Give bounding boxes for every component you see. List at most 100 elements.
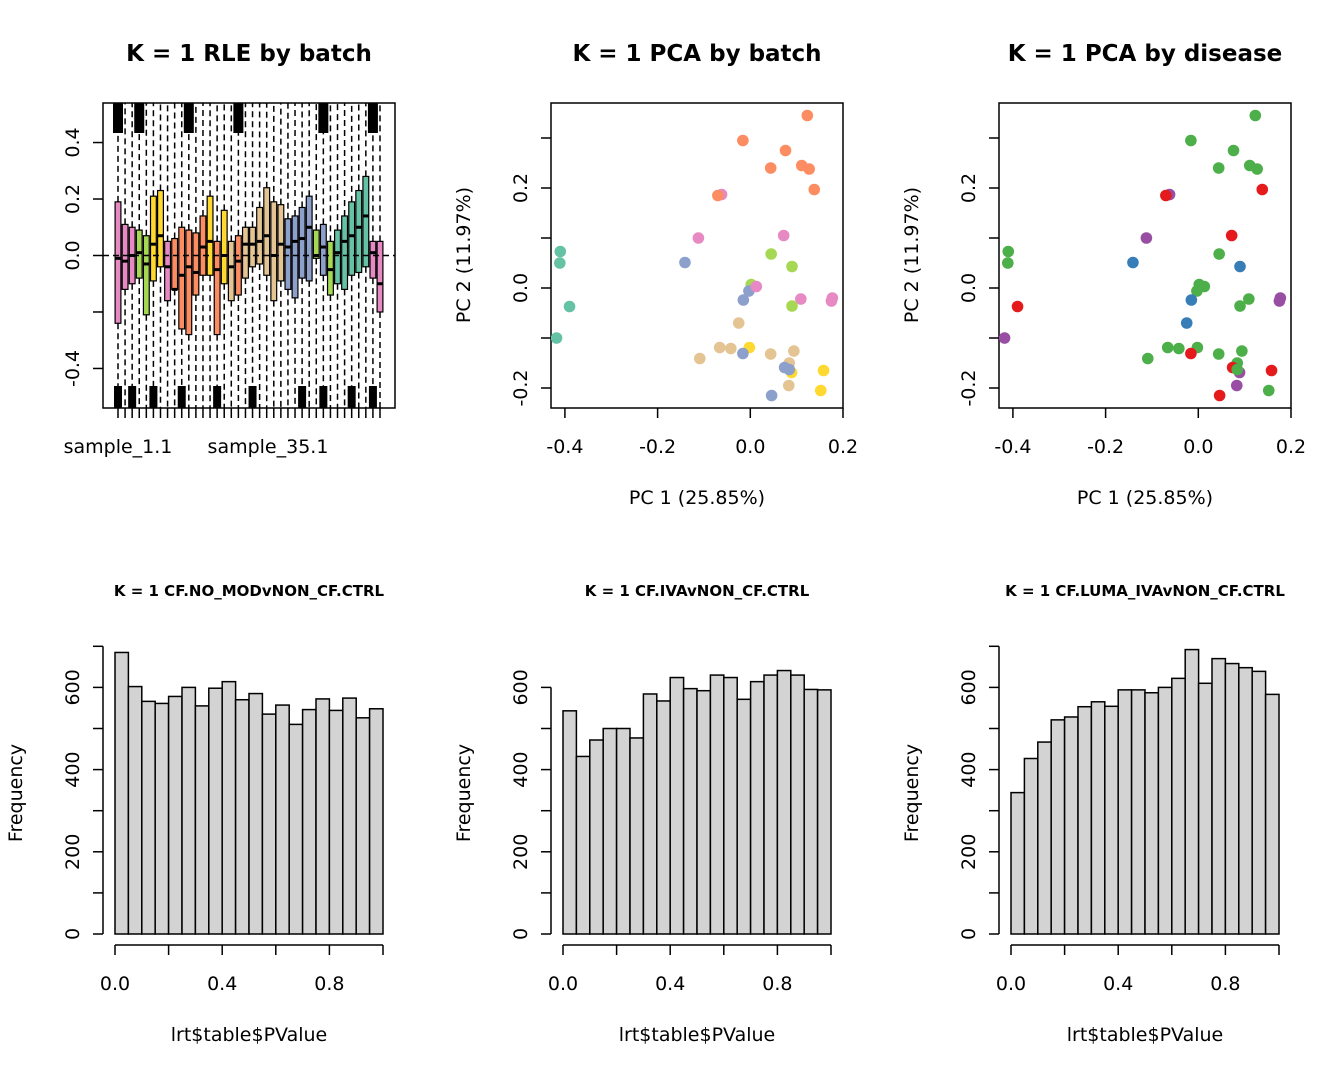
pca-batch-point xyxy=(825,295,838,307)
hist-iva-bar xyxy=(575,755,591,935)
rle-outlier-cluster-bottom xyxy=(319,386,328,408)
rle-box-body xyxy=(355,189,363,274)
rle-box-body xyxy=(256,206,264,265)
hist-iva-bar xyxy=(602,727,618,935)
pca-disease-point xyxy=(1230,379,1243,392)
pca-batch-x-tick-label: 0.2 xyxy=(828,436,858,458)
pca-batch-x-label: PC 1 (25.85%) xyxy=(629,487,765,509)
pca-disease-point xyxy=(1225,229,1238,242)
rle-boxplot-panel: K = 1 RLE by batch sample_1.1 sample_35.… xyxy=(62,41,396,458)
rle-box-body xyxy=(171,237,179,290)
rle-box-body xyxy=(149,195,157,282)
rle-box-body xyxy=(213,240,221,336)
hist-iva-bar xyxy=(816,689,832,935)
rle-box xyxy=(135,103,143,408)
hist-luma-iva-y-tick-label: 0 xyxy=(958,928,980,940)
pca-disease-point xyxy=(1160,189,1172,202)
hist-no-mod-bar xyxy=(342,697,357,935)
sample-label-second: sample_35.1 xyxy=(208,436,329,458)
sample-label-first: sample_1.1 xyxy=(64,436,173,458)
rle-box-body xyxy=(312,229,320,259)
pca-disease-point xyxy=(1127,256,1139,269)
rle-box xyxy=(149,103,157,408)
hist-iva-bar xyxy=(790,674,805,935)
pca-disease-point xyxy=(1198,280,1211,293)
hist-luma-iva-bar xyxy=(1050,719,1066,935)
hist-no-mod-y-tick-label: 0 xyxy=(62,928,84,940)
hist-luma-iva-x-label: lrt$table$PValue xyxy=(1067,1024,1223,1046)
hist-no-mod-bar xyxy=(114,651,130,935)
pca-batch-point xyxy=(765,248,777,260)
pca-disease-point xyxy=(1213,248,1225,260)
hist-luma-iva-bar xyxy=(1238,666,1253,935)
hist-luma-iva-bar xyxy=(1063,716,1079,935)
rle-box-body xyxy=(298,206,306,279)
hist-luma-iva-y-tick-label: 600 xyxy=(958,669,980,705)
pca-disease-point xyxy=(1227,144,1240,157)
hist-iva-y-tick-label: 400 xyxy=(510,751,532,787)
rle-box-body xyxy=(241,226,249,279)
hist-no-mod-bar xyxy=(194,705,210,935)
hist-luma-iva-x-tick-label: 0.4 xyxy=(1103,973,1133,995)
rle-box-body xyxy=(156,189,164,268)
pca-batch-point xyxy=(732,317,745,329)
rle-box xyxy=(376,103,384,408)
hist-luma-iva-x-tick-label: 0.8 xyxy=(1210,973,1240,995)
hist-luma-iva-bar xyxy=(1130,689,1146,935)
rle-box-body xyxy=(348,201,356,276)
pca-disease-point xyxy=(1265,364,1278,377)
hist-no-mod-y-label: Frequency xyxy=(5,744,27,842)
pca-batch-point xyxy=(713,341,726,354)
rle-box-body xyxy=(121,223,129,290)
rle-box xyxy=(305,103,313,408)
hist-iva-x-tick-label: 0.4 xyxy=(655,973,685,995)
rle-box xyxy=(277,103,285,408)
hist-iva-x-tick-label: 0.8 xyxy=(762,973,792,995)
rle-box xyxy=(263,103,271,408)
hist-iva-bar xyxy=(615,727,631,935)
pca-disease-point xyxy=(1185,134,1197,147)
pca-batch-point xyxy=(788,345,800,357)
hist-iva-bar xyxy=(723,676,738,935)
pca-batch-point xyxy=(554,257,566,269)
rle-box xyxy=(121,103,129,408)
pca-batch-point xyxy=(737,294,750,306)
hist-no-mod-title: K = 1 CF.NO_MODvNON_CF.CTRL xyxy=(114,582,385,600)
hist-no-mod-bar xyxy=(181,686,197,935)
pca-batch-y-label: PC 2 (11.97%) xyxy=(453,187,475,323)
hist-iva-x-tick-label: 0.0 xyxy=(548,973,578,995)
hist-luma-iva-bar xyxy=(1077,705,1093,935)
hist-no-mod-bar xyxy=(208,687,223,935)
pca-batch-x-tick-label: 0.0 xyxy=(735,436,765,458)
rle-outlier-cluster-bottom xyxy=(128,386,137,408)
hist-iva-bar xyxy=(562,710,578,935)
rle-box-body xyxy=(319,223,327,276)
pca-batch-y-tick-label: -0.2 xyxy=(510,369,532,406)
pca-batch-point xyxy=(786,300,798,312)
hist-no-mod-x-tick-label: 0.0 xyxy=(100,973,130,995)
rle-plot-area xyxy=(113,103,384,408)
rle-y-tick-label: 0.2 xyxy=(62,184,84,214)
pca-batch-point xyxy=(693,352,706,365)
hist-no-mod-y-tick-label: 200 xyxy=(62,834,84,870)
hist-iva-title: K = 1 CF.IVAvNON_CF.CTRL xyxy=(585,582,810,600)
rle-box-body xyxy=(178,226,186,330)
rle-outlier-cluster-bottom xyxy=(149,386,158,408)
rle-outlier-cluster-bottom xyxy=(114,386,122,408)
hist-no-mod-bar xyxy=(248,692,264,935)
pca-disease-point xyxy=(1185,294,1198,306)
rle-box-body xyxy=(206,195,214,276)
hist-no-mod-bar xyxy=(234,698,250,935)
pca-batch-point xyxy=(679,256,691,269)
pca-batch-point xyxy=(817,364,830,377)
pca-disease-point xyxy=(1213,389,1226,402)
pca-disease-point xyxy=(1141,352,1154,365)
pca-disease-point xyxy=(1173,342,1185,355)
hist-luma-iva-bar xyxy=(1117,689,1133,935)
hist-luma-iva-bar xyxy=(1211,657,1227,935)
hist-no-mod-x-tick-label: 0.8 xyxy=(314,973,344,995)
hist-iva-bar xyxy=(709,674,725,935)
hist-luma-iva-y-label: Frequency xyxy=(901,744,923,842)
pca-batch-point xyxy=(765,389,778,402)
